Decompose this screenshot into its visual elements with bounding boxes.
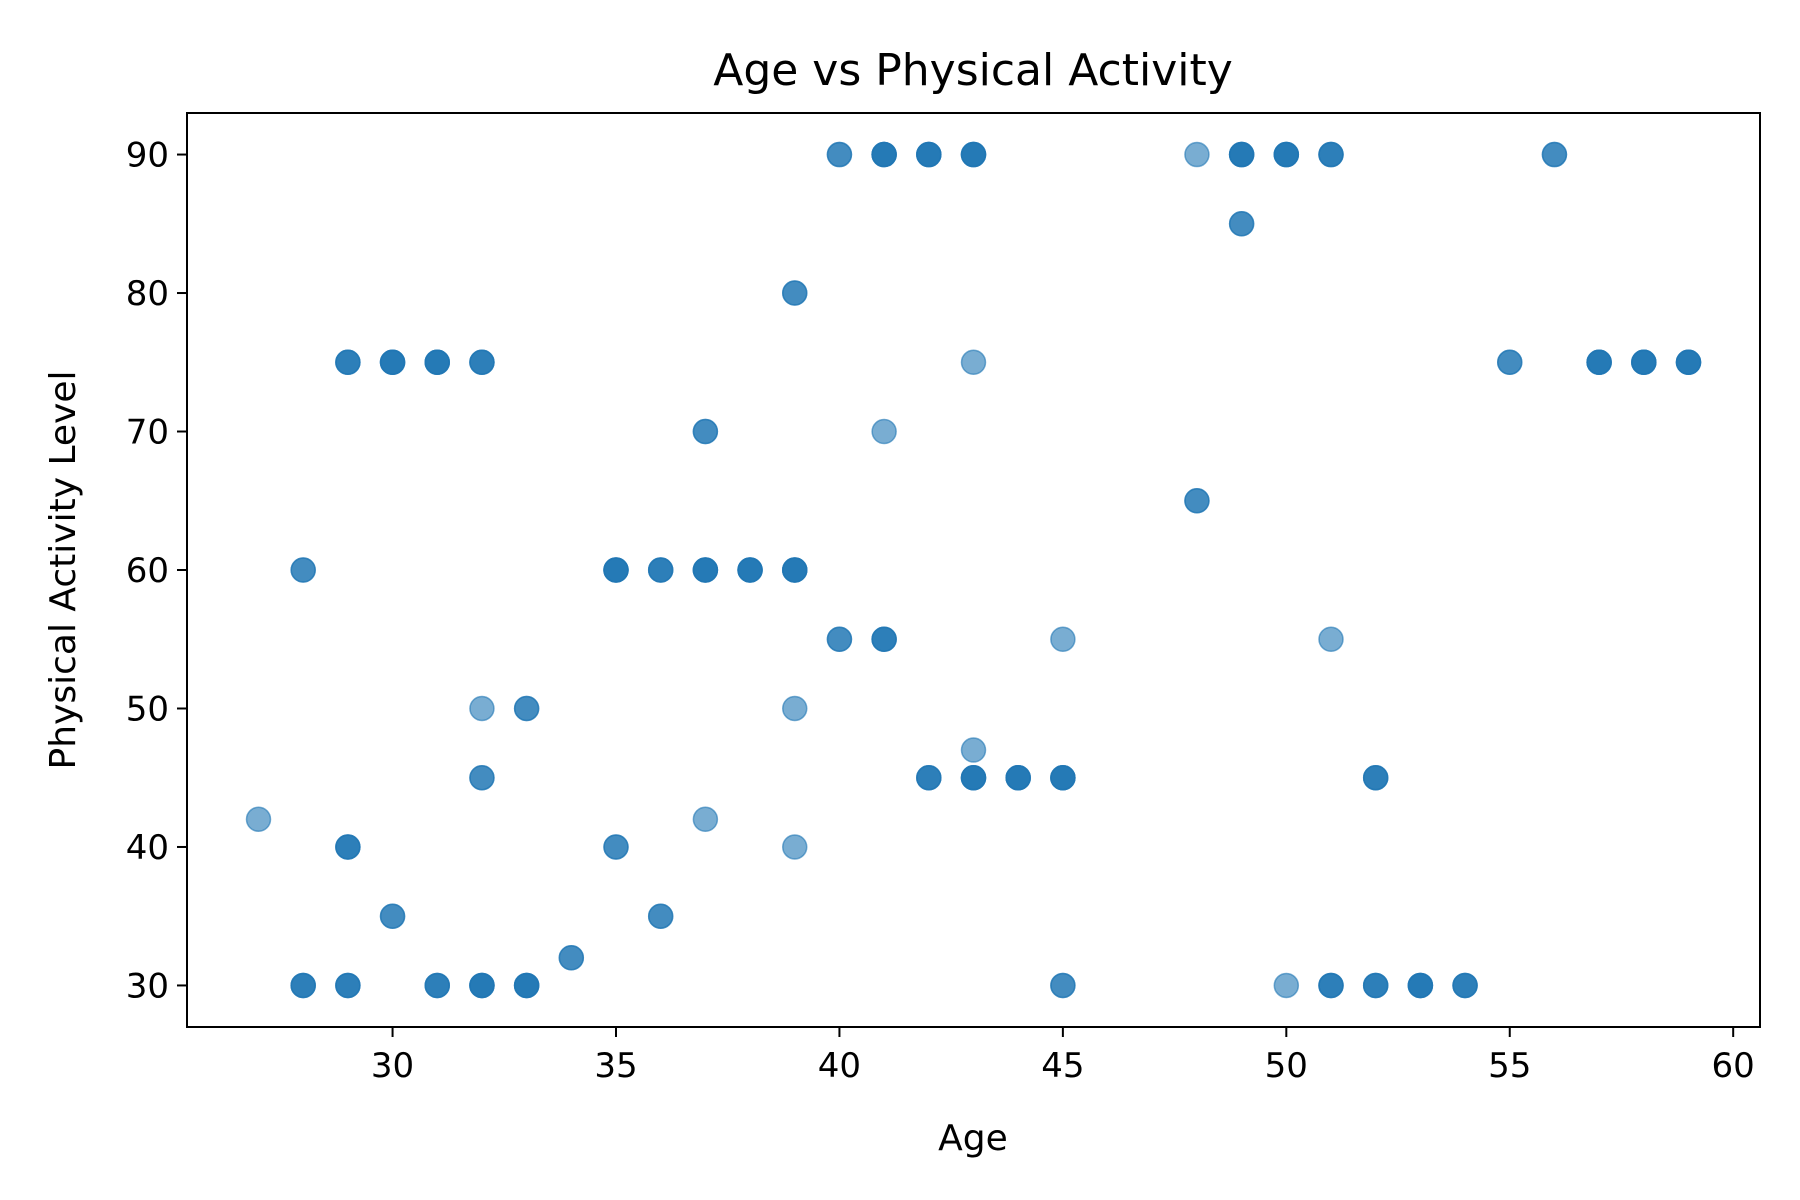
scatter-point [871,626,897,652]
scatter-point [916,141,942,168]
scatter-point [1362,972,1389,999]
scatter-point [826,141,853,168]
scatter-point [1631,349,1657,376]
scatter-point [871,141,897,168]
scatter-point [290,557,316,583]
scatter-point [1273,141,1300,168]
chart-title: Age vs Physical Activity [713,45,1233,96]
scatter-point [335,349,361,376]
scatter-point [647,903,674,929]
x-axis-ticks: 30 35 40 45 50 55 60 [371,1027,1755,1086]
x-tick-label: 55 [1488,1046,1531,1086]
scatter-point [1318,972,1344,999]
scatter-point [424,972,450,999]
scatter-point [1318,141,1344,168]
scatter-point [513,972,540,999]
scatter-point [1050,626,1076,652]
y-tick-label: 70 [126,413,169,453]
scatter-point [290,972,316,999]
x-tick-label: 40 [818,1046,861,1086]
scatter-point [782,280,808,306]
scatter-point [558,945,585,971]
y-tick-label: 30 [126,966,169,1006]
scatter-point [1005,764,1031,791]
points-layer [245,141,1702,999]
scatter-point [782,557,808,583]
scatter-point [1050,764,1076,791]
scatter-point [1228,211,1255,237]
scatter-point [1541,141,1568,168]
scatter-point [871,418,897,445]
scatter-point [1318,626,1344,652]
scatter-point [1184,141,1210,168]
scatter-point [1586,349,1612,376]
scatter-point [603,557,629,583]
x-tick-label: 45 [1041,1046,1084,1086]
scatter-point [960,141,987,168]
scatter-point [469,349,495,376]
scatter-point [782,834,808,860]
x-tick-label: 50 [1265,1046,1308,1086]
scatter-point [513,695,540,722]
scatter-point [1497,349,1523,376]
x-tick-label: 35 [594,1046,637,1086]
scatter-point [379,903,406,929]
scatter-point [379,349,406,376]
scatter-point [1184,488,1210,514]
scatter-point [692,557,719,583]
scatter-point [1050,972,1076,999]
scatter-point [647,557,674,583]
scatter-point [916,764,942,791]
y-axis-ticks: 30 40 50 60 70 80 90 [126,136,187,1006]
scatter-point [469,695,495,722]
scatter-point [469,972,495,999]
scatter-point [692,806,719,833]
scatter-point [335,834,361,860]
y-tick-label: 40 [126,828,169,868]
y-tick-label: 60 [126,551,169,591]
scatter-point [603,834,629,860]
scatter-point [782,695,808,722]
scatter-point [960,349,987,376]
scatter-point [826,626,853,652]
scatter-point [960,737,987,763]
scatter-point [1675,349,1702,376]
scatter-point [1452,972,1478,999]
scatter-point [960,764,987,791]
scatter-point [424,349,450,376]
scatter-point [1362,764,1389,791]
scatter-point [737,557,763,583]
x-tick-label: 30 [371,1046,414,1086]
y-axis-label: Physical Activity Level [43,371,84,770]
y-tick-label: 50 [126,689,169,729]
y-tick-label: 90 [126,136,169,176]
scatter-point [469,764,495,791]
scatter-point [335,972,361,999]
scatter-point [245,806,272,833]
scatter-point [1273,972,1300,999]
scatter-point [1228,141,1255,168]
y-tick-label: 80 [126,274,169,314]
scatter-point [692,418,719,445]
scatter-point [1407,972,1434,999]
x-axis-label: Age [938,1118,1008,1159]
x-tick-label: 60 [1712,1046,1755,1086]
